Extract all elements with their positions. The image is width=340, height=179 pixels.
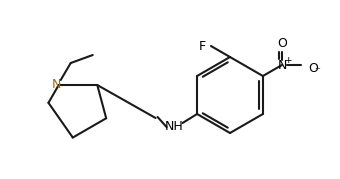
Text: +: + <box>284 55 292 64</box>
Text: N: N <box>277 59 287 71</box>
Text: F: F <box>199 40 206 52</box>
Text: N: N <box>52 78 62 91</box>
Text: O: O <box>308 62 318 74</box>
Text: O: O <box>277 37 287 50</box>
Text: ⁻: ⁻ <box>314 66 320 76</box>
Text: NH: NH <box>165 120 184 134</box>
